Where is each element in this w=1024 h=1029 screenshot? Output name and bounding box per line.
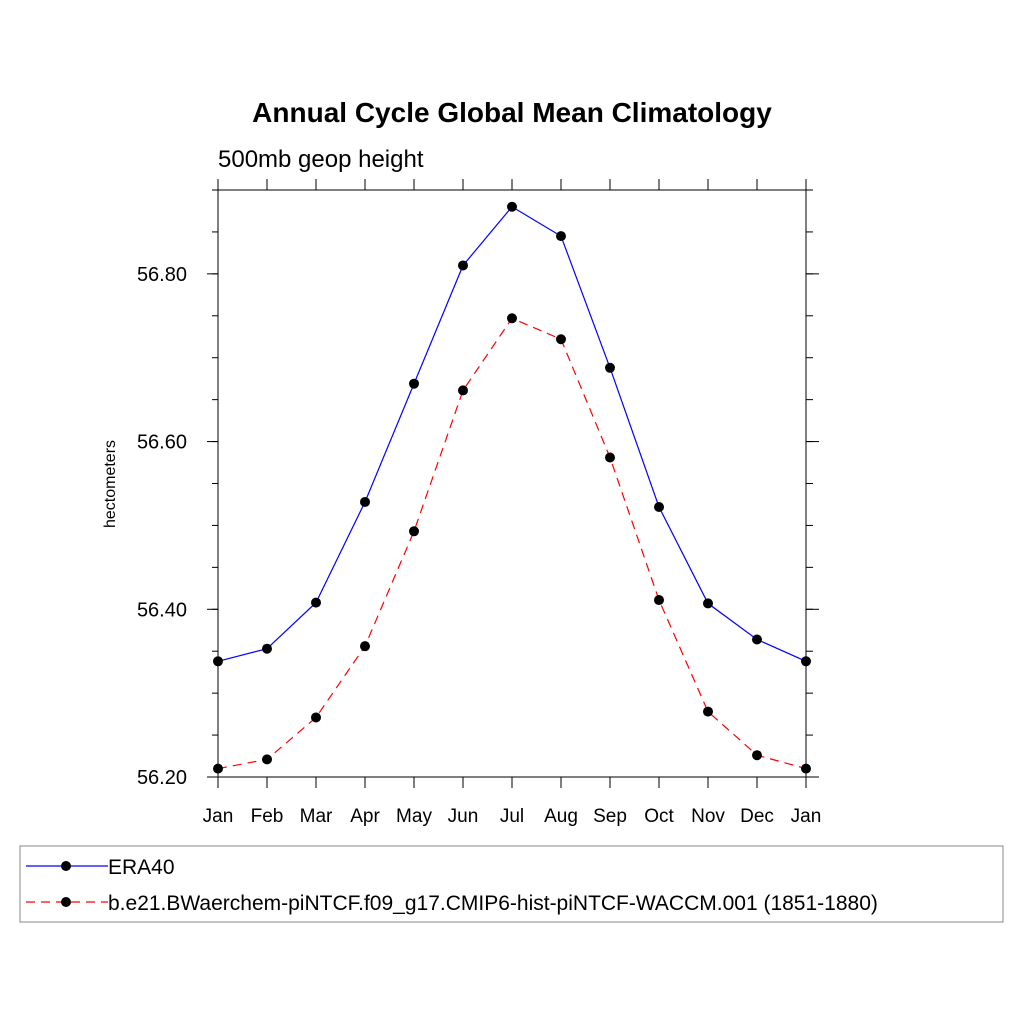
x-tick-label: Oct xyxy=(644,806,674,827)
axes: Jan Feb Mar Apr May Jun Jul Aug Sep Oct Nov Dec Jan 5… xyxy=(137,179,821,827)
chart-title: Annual Cycle Global Mean Climatology xyxy=(252,97,772,128)
series-layer xyxy=(213,201,811,774)
x-tick-label: Mar xyxy=(300,806,333,827)
x-tick-label: Jan xyxy=(791,806,822,827)
data-point xyxy=(801,763,811,774)
x-tick-label: Jun xyxy=(448,806,479,827)
legend-label-2: b.e21.BWaerchem-piNTCF.f09_g17.CMIP6-his… xyxy=(108,892,878,915)
data-point xyxy=(654,595,664,606)
legend-marker-1 xyxy=(61,861,71,871)
y-tick-label: 56.60 xyxy=(137,432,187,454)
data-point xyxy=(262,643,272,654)
data-point xyxy=(752,750,762,761)
x-tick-label: Feb xyxy=(251,806,284,827)
data-point xyxy=(801,656,811,667)
data-point xyxy=(556,231,566,242)
x-tick-label: May xyxy=(396,806,432,827)
data-point xyxy=(311,712,321,723)
x-tick-label: Nov xyxy=(691,806,725,827)
legend-marker-2 xyxy=(61,897,71,907)
data-point xyxy=(507,201,517,212)
y-axis-label: hectometers xyxy=(102,440,119,528)
y-tick-label: 56.80 xyxy=(137,264,187,286)
data-point xyxy=(458,385,468,396)
data-point xyxy=(409,526,419,537)
legend: ERA40 b.e21.BWaerchem-piNTCF.f09_g17.CMIP… xyxy=(19,845,1004,923)
plot-frame xyxy=(217,189,807,778)
data-point xyxy=(703,598,713,609)
x-tick-label: Jul xyxy=(500,806,524,827)
data-point xyxy=(507,313,517,324)
y-tick-label: 56.40 xyxy=(137,599,187,621)
x-tick-label: Jan xyxy=(203,806,234,827)
data-point xyxy=(311,597,321,608)
data-point xyxy=(654,501,664,512)
data-point xyxy=(556,334,566,345)
x-tick-label: Aug xyxy=(544,806,578,827)
data-point xyxy=(213,656,223,667)
data-point xyxy=(409,378,419,389)
series-line-1 xyxy=(217,205,807,662)
series-line-2 xyxy=(217,317,807,770)
data-point xyxy=(605,452,615,463)
x-tick-label: Apr xyxy=(350,806,380,827)
data-point xyxy=(752,634,762,645)
x-tick-label: Sep xyxy=(593,806,627,827)
legend-label-1: ERA40 xyxy=(108,856,175,879)
chart-subtitle: 500mb geop height xyxy=(218,146,424,173)
data-point xyxy=(262,754,272,765)
data-point xyxy=(605,362,615,373)
x-tick-label: Dec xyxy=(740,806,774,827)
y-tick-label: 56.20 xyxy=(137,767,187,789)
data-point xyxy=(360,496,370,507)
data-point xyxy=(213,763,223,774)
data-point xyxy=(703,706,713,717)
legend-box xyxy=(19,845,1004,923)
data-point xyxy=(360,641,370,652)
data-point xyxy=(458,260,468,271)
